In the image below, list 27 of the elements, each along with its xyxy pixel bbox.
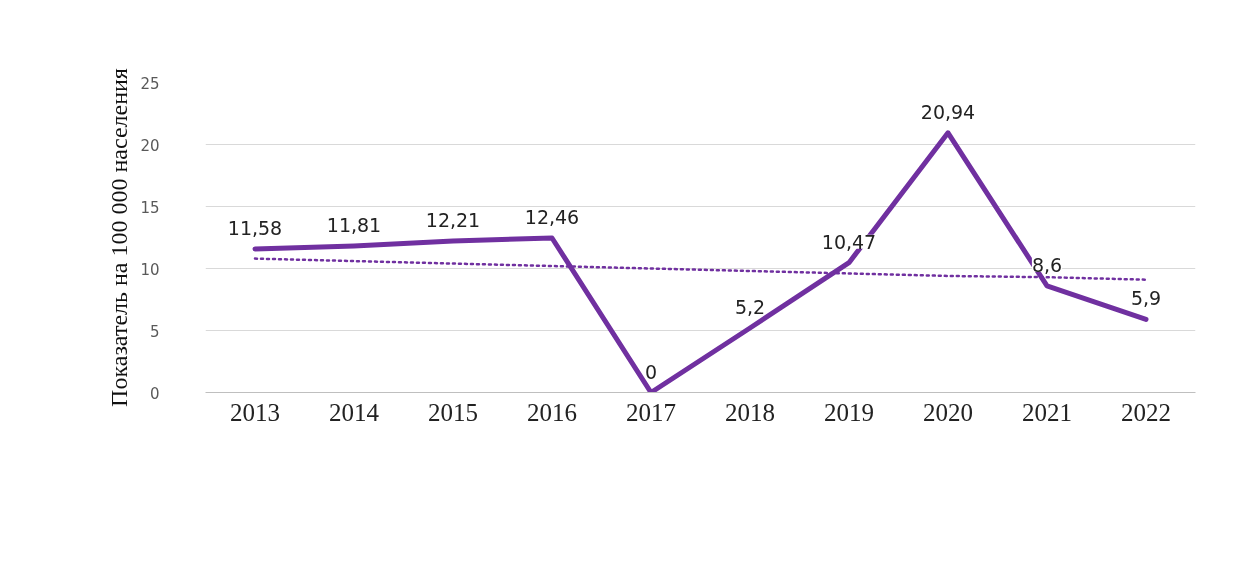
data-label: 0 xyxy=(644,360,658,383)
data-label: 11,58 xyxy=(227,216,283,239)
x-tick-label: 2014 xyxy=(329,398,380,426)
x-tick-label: 2019 xyxy=(824,398,874,426)
x-tick-label: 2022 xyxy=(1121,398,1171,426)
data-label: 12,46 xyxy=(524,206,580,228)
data-label: 11,81 xyxy=(326,214,382,237)
data-label: 8,6 xyxy=(1031,253,1063,276)
y-tick-label: 10 xyxy=(140,260,160,279)
data-label: 12,21 xyxy=(425,209,481,232)
x-tick-label: 2017 xyxy=(626,398,676,426)
x-tick-label: 2015 xyxy=(428,398,478,426)
y-tick-label: 25 xyxy=(140,74,160,93)
data-label: 10,47 xyxy=(821,230,877,253)
data-label: 5,9 xyxy=(1130,287,1162,310)
data-label: 20,94 xyxy=(920,100,976,123)
x-tick-label: 2013 xyxy=(230,398,280,426)
x-tick-label: 2021 xyxy=(1022,398,1072,426)
y-tick-label: 20 xyxy=(140,136,160,155)
y-tick-label: 5 xyxy=(149,322,160,341)
x-tick-label: 2018 xyxy=(725,398,775,426)
data-label: 5,2 xyxy=(734,296,766,319)
y-axis-title: Показатель на 100 000 населения xyxy=(106,68,133,407)
y-tick-label: 15 xyxy=(140,198,160,217)
x-tick-label: 2016 xyxy=(527,398,577,426)
y-tick-label: 0 xyxy=(149,384,160,403)
x-tick-label: 2020 xyxy=(923,398,973,426)
